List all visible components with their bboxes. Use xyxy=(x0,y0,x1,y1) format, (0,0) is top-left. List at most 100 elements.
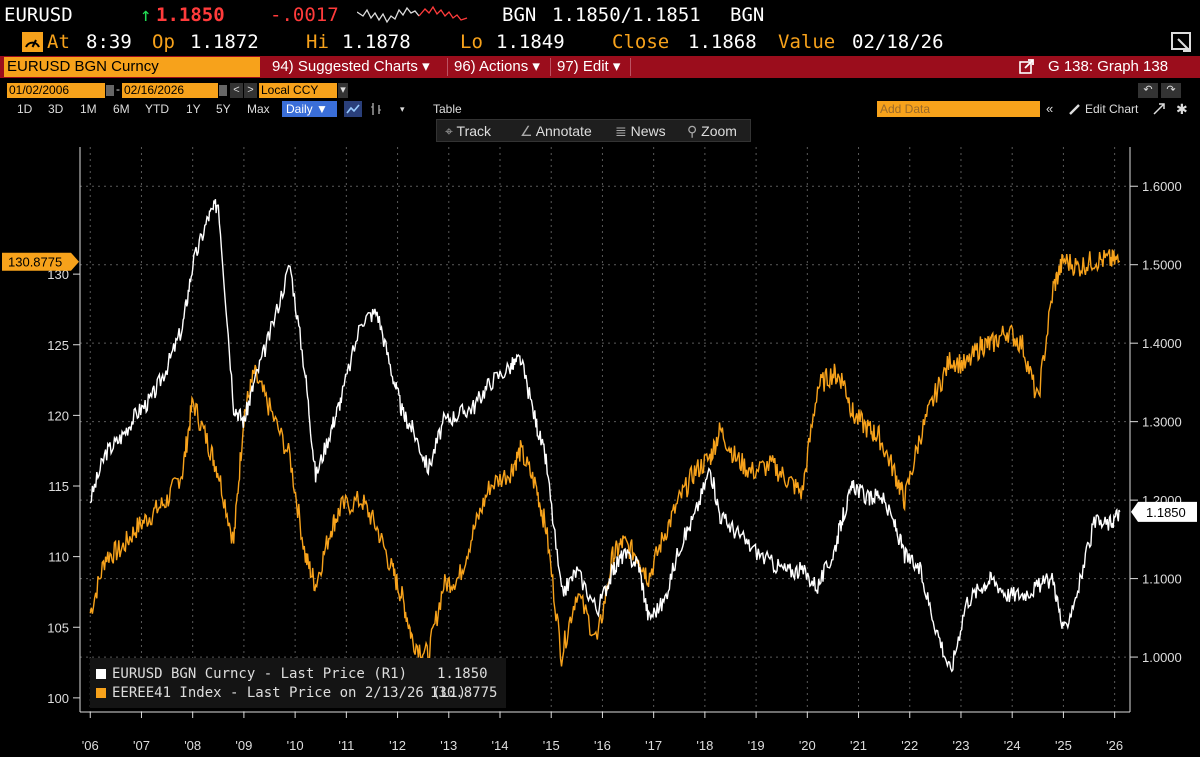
graph-title: G 138: Graph 138 xyxy=(1048,58,1169,75)
period-3d[interactable]: 3D xyxy=(48,102,64,116)
legend-row-index[interactable]: EEREE41 Index - Last Price on 2/13/26 (L… xyxy=(96,684,466,702)
x-tick-label: '15 xyxy=(543,738,560,753)
end-date-field[interactable]: 02/16/2026 xyxy=(122,83,218,98)
legend-value-eurusd: 1.1850 xyxy=(437,666,488,682)
legend: EURUSD BGN Curncy - Last Price (R1) 1.18… xyxy=(90,658,506,708)
period-max[interactable]: Max xyxy=(247,102,270,116)
right-tick-label: 1.6000 xyxy=(1142,179,1182,194)
menu-divider xyxy=(447,58,448,76)
at-time: 8:39 xyxy=(86,31,132,53)
news-label: News xyxy=(630,123,666,139)
resize-icon[interactable] xyxy=(1152,102,1166,116)
table-button[interactable]: Table xyxy=(433,102,462,116)
menu-divider xyxy=(630,58,631,76)
axis-labels: '06 '07 '08 '09 '10 '11 '12 '13 '14 '15 '16 '17 '18 '… xyxy=(2,179,1197,753)
x-tick-label: '17 xyxy=(645,738,662,753)
x-tick-label: '12 xyxy=(389,738,406,753)
x-tick-label: '08 xyxy=(184,738,201,753)
menu-divider xyxy=(550,58,551,76)
period-ytd[interactable]: YTD xyxy=(145,102,169,116)
sparkline-icon xyxy=(357,5,468,24)
menu-bar xyxy=(0,56,1200,78)
series-layer xyxy=(89,198,1121,673)
net-change: -.0017 xyxy=(270,4,339,26)
period-5y[interactable]: 5Y xyxy=(216,102,231,116)
line-chart-icon[interactable] xyxy=(344,101,362,117)
gear-icon[interactable]: ✱ xyxy=(1176,101,1188,117)
actions-menu[interactable]: 96) Actions ▾ xyxy=(454,58,540,75)
security-field[interactable]: EURUSD BGN Curncy xyxy=(4,57,260,77)
prev-period-button[interactable]: < xyxy=(230,83,243,98)
news-icon: ≣ xyxy=(615,123,627,139)
left-tick-label: 120 xyxy=(47,408,69,423)
news-button[interactable]: ≣ News xyxy=(615,122,666,140)
pencil-icon[interactable] xyxy=(1068,102,1082,116)
x-tick-label: '06 xyxy=(82,738,99,753)
left-tick-label: 125 xyxy=(47,338,69,353)
value-label: Value xyxy=(778,31,836,53)
x-tick-label: '24 xyxy=(1004,738,1021,753)
x-tick-label: '13 xyxy=(440,738,457,753)
calendar-icon[interactable] xyxy=(219,85,227,96)
high-label: Hi xyxy=(306,31,329,53)
x-tick-label: '18 xyxy=(696,738,713,753)
start-date-field[interactable]: 01/02/2006 xyxy=(7,83,105,98)
track-button[interactable]: ⌖ Track xyxy=(445,122,491,140)
period-1d[interactable]: 1D xyxy=(17,102,33,116)
edit-menu[interactable]: 97) Edit ▾ xyxy=(557,58,621,75)
right-tick-label: 1.1000 xyxy=(1142,572,1182,587)
x-tick-label: '23 xyxy=(952,738,969,753)
annotate-button[interactable]: ∠ Annotate xyxy=(520,122,592,140)
edit-chart-button[interactable]: Edit Chart xyxy=(1085,102,1139,116)
open-value: 1.1872 xyxy=(190,31,259,53)
x-tick-label: '11 xyxy=(338,738,354,753)
series-line-eerree41 xyxy=(89,249,1121,667)
left-tick-label: 105 xyxy=(47,620,69,635)
bid-ask: 1.1850/1.1851 xyxy=(552,4,701,26)
suggested-charts-menu[interactable]: 94) Suggested Charts ▾ xyxy=(272,58,430,75)
right-tick-label: 1.4000 xyxy=(1142,336,1182,351)
legend-label-index: EEREE41 Index - Last Price on 2/13/26 (L… xyxy=(112,685,467,701)
track-label: Track xyxy=(456,123,492,139)
x-tick-label: '07 xyxy=(133,738,150,753)
value-date: 02/18/26 xyxy=(852,31,944,53)
calendar-icon[interactable] xyxy=(106,85,114,96)
magnifier-icon: ⚲ xyxy=(687,123,698,139)
series-line-eurusd xyxy=(89,198,1121,673)
undo-button[interactable]: ↶ xyxy=(1138,83,1158,98)
period-1y[interactable]: 1Y xyxy=(186,102,201,116)
open-label: Op xyxy=(152,31,175,53)
ticker[interactable]: EURUSD xyxy=(4,4,73,26)
grid xyxy=(80,147,1130,712)
add-data-input[interactable]: Add Data xyxy=(877,101,1040,117)
x-tick-label: '14 xyxy=(492,738,509,753)
low-label: Lo xyxy=(460,31,483,53)
collapse-icon[interactable]: « xyxy=(1046,101,1054,116)
right-last-value-label: 1.1850 xyxy=(1146,505,1186,520)
x-tick-label: '16 xyxy=(594,738,611,753)
right-tick-label: 1.5000 xyxy=(1142,258,1182,273)
period-6m[interactable]: 6M xyxy=(113,102,130,116)
next-period-button[interactable]: > xyxy=(244,83,257,98)
crosshair-icon: ⌖ xyxy=(445,123,453,139)
gauge-icon[interactable] xyxy=(22,32,43,52)
period-1m[interactable]: 1M xyxy=(80,102,97,116)
left-tick-label: 130 xyxy=(47,267,69,282)
frequency-dropdown[interactable]: Daily ▼ xyxy=(282,101,337,117)
currency-dropdown-button[interactable]: ▾ xyxy=(338,83,348,98)
legend-row-eurusd[interactable]: EURUSD BGN Curncy - Last Price (R1) xyxy=(96,665,407,683)
screenshot-icon[interactable] xyxy=(1170,31,1194,53)
x-tick-label: '20 xyxy=(799,738,816,753)
chart-type-dropdown-icon[interactable]: ▾ xyxy=(400,104,405,114)
redo-button[interactable]: ↷ xyxy=(1161,83,1181,98)
last-price: 1.1850 xyxy=(156,4,225,26)
currency-field[interactable]: Local CCY xyxy=(259,83,337,98)
zoom-button[interactable]: ⚲ Zoom xyxy=(687,122,737,140)
legend-label-eurusd: EURUSD BGN Curncy - Last Price (R1) xyxy=(112,666,408,682)
bar-type-icon[interactable] xyxy=(368,101,384,117)
high-value: 1.1878 xyxy=(342,31,411,53)
x-tick-label: '21 xyxy=(850,738,867,753)
close-label: Close xyxy=(612,31,670,53)
external-link-icon[interactable] xyxy=(1019,59,1035,75)
